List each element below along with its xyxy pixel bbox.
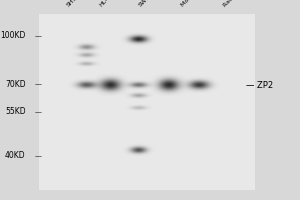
FancyBboxPatch shape [68, 35, 235, 170]
Text: 40KD: 40KD [5, 152, 26, 160]
Text: —: — [34, 153, 41, 159]
Text: 55KD: 55KD [5, 108, 26, 116]
Text: —: — [34, 109, 41, 115]
Text: HL-60: HL-60 [99, 0, 116, 8]
Text: —: — [34, 81, 41, 87]
Text: 100KD: 100KD [0, 31, 26, 40]
Text: Mouse liver: Mouse liver [180, 0, 209, 8]
Text: — ZP2: — ZP2 [246, 81, 273, 90]
Text: SW620: SW620 [138, 0, 157, 8]
Text: Rat ovary: Rat ovary [222, 0, 247, 8]
Text: 70KD: 70KD [5, 80, 26, 88]
Text: —: — [34, 33, 41, 39]
Text: SHSY5Y: SHSY5Y [66, 0, 87, 8]
